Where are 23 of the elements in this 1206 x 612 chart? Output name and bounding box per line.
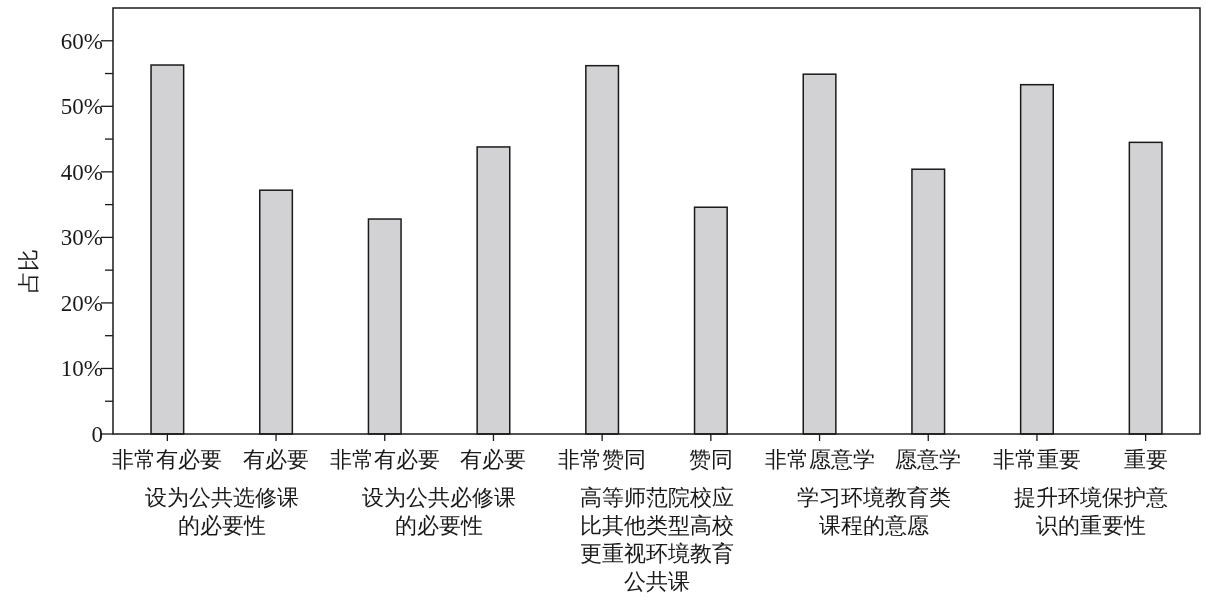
x-tick-label: 非常重要 [992, 447, 1081, 472]
y-axis-title: 占比 [16, 249, 41, 293]
x-tick-label: 非常有必要 [329, 447, 440, 472]
x-tick-label: 有必要 [243, 447, 310, 472]
y-tick-label: 20% [60, 290, 103, 316]
x-tick-label: 非常有必要 [112, 447, 223, 472]
text: 设为公共选修课的必要性 [143, 484, 300, 540]
x-tick-label: 非常愿意学 [764, 447, 875, 472]
x-tick-label: 有必要 [460, 447, 527, 472]
y-tick-label: 10% [60, 356, 103, 382]
y-tick-label: 30% [60, 225, 103, 251]
text: 高等师范院校应比其他类型高校更重视环境教育公共课 [578, 484, 735, 596]
y-tick-label: 40% [60, 159, 103, 185]
y-tick-label: 0 [91, 422, 103, 447]
x-tick-label: 非常赞同 [558, 447, 647, 472]
text: 学习环境教育类课程的意愿 [795, 484, 952, 540]
x-tick-label: 愿意学 [895, 447, 962, 472]
x-tick-label: 赞同 [688, 447, 733, 472]
y-tick-label: 50% [60, 94, 103, 120]
x-tick-label: 重要 [1123, 447, 1168, 472]
y-tick-label: 60% [60, 28, 103, 54]
text: 提升环境保护意识的重要性 [1013, 484, 1170, 540]
text: 设为公共必修课的必要性 [361, 484, 518, 540]
